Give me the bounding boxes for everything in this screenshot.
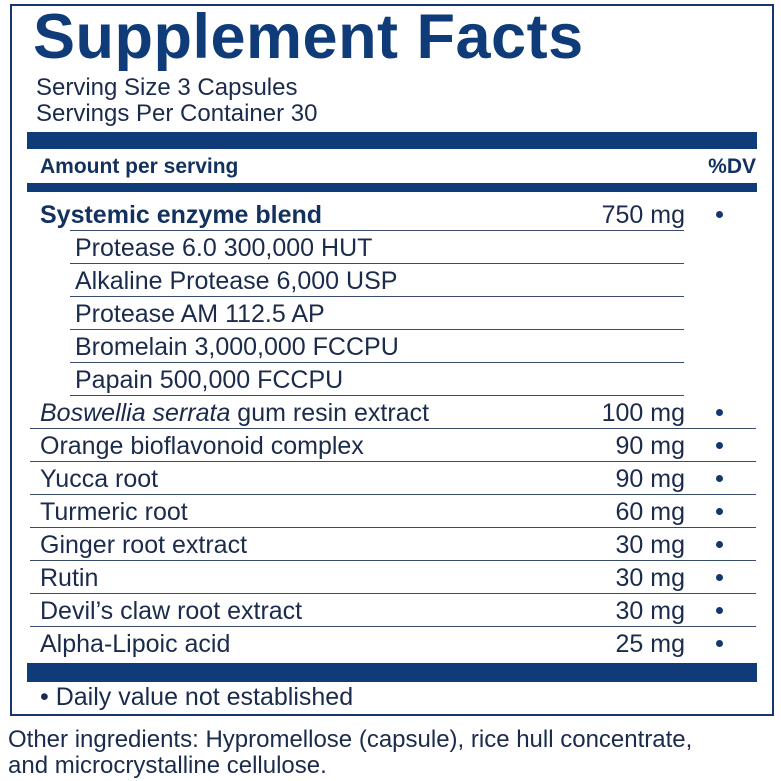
ingredient-row: Rutin 30 mg <box>0 561 781 594</box>
ingredient-amount: 100 mg <box>601 399 685 427</box>
ingredient-row: Boswellia serrata gum resin extract 100 m… <box>0 396 781 429</box>
thick-divider-bottom <box>27 663 757 682</box>
ingredient-row: Systemic enzyme blend 750 mg <box>0 198 781 231</box>
row-divider <box>30 559 756 561</box>
dv-not-established-dot-icon <box>716 475 723 482</box>
row-divider <box>70 394 684 396</box>
ingredient-amount: 90 mg <box>615 465 685 493</box>
ingredient-amount: 25 mg <box>615 630 685 658</box>
ingredient-name: Protease 6.0 300,000 HUT <box>75 234 373 262</box>
ingredient-name: Alkaline Protease 6,000 USP <box>75 267 398 295</box>
dv-not-established-dot-icon <box>716 508 723 515</box>
row-divider <box>70 361 684 363</box>
ingredient-row: Ginger root extract 30 mg <box>0 528 781 561</box>
ingredient-amount: 30 mg <box>615 564 685 592</box>
ingredient-name: Protease AM 112.5 AP <box>75 300 325 328</box>
ingredient-name: Alpha-Lipoic acid <box>40 630 231 658</box>
serving-size: Serving Size 3 Capsules <box>36 74 298 101</box>
thick-divider <box>27 132 757 149</box>
ingredient-row: Protease AM 112.5 AP <box>0 297 781 330</box>
ingredient-name: Yucca root <box>40 465 159 493</box>
dv-not-established-dot-icon <box>716 409 723 416</box>
ingredient-row: Yucca root 90 mg <box>0 462 781 495</box>
row-divider <box>30 460 756 462</box>
ingredient-name-italic: Boswellia serrata <box>40 399 231 427</box>
ingredient-amount: 30 mg <box>615 597 685 625</box>
dv-not-established-dot-icon <box>716 442 723 449</box>
row-divider <box>30 625 756 627</box>
ingredient-name: Ginger root extract <box>40 531 248 559</box>
ingredient-name: Papain 500,000 FCCPU <box>75 366 344 394</box>
footnote: • Daily value not established <box>40 683 354 711</box>
row-divider <box>70 262 684 264</box>
servings-per-container: Servings Per Container 30 <box>36 100 318 127</box>
dv-not-established-dot-icon <box>716 607 723 614</box>
ingredient-amount: 60 mg <box>615 498 685 526</box>
row-divider <box>30 493 756 495</box>
ingredient-row: Devil’s claw root extract 30 mg <box>0 594 781 627</box>
row-divider <box>30 427 756 429</box>
dv-header: %DV <box>708 155 756 178</box>
other-ingredients-line-2: and microcrystalline cellulose. <box>8 752 327 779</box>
ingredient-amount: 30 mg <box>615 531 685 559</box>
ingredient-row: Turmeric root 60 mg <box>0 495 781 528</box>
row-divider <box>70 229 684 231</box>
ingredient-row: Orange bioflavonoid complex 90 mg <box>0 429 781 462</box>
ingredient-name: Boswellia serrata gum resin extract <box>40 399 430 427</box>
row-divider <box>70 295 684 297</box>
ingredient-row: Papain 500,000 FCCPU <box>0 363 781 396</box>
ingredient-row: Alpha-Lipoic acid 25 mg <box>0 627 781 660</box>
ingredient-name: Orange bioflavonoid complex <box>40 432 364 460</box>
dv-not-established-dot-icon <box>716 211 723 218</box>
other-ingredients-line-1: Other ingredients: Hypromellose (capsule… <box>8 726 693 753</box>
ingredient-name: Turmeric root <box>40 498 188 526</box>
dv-not-established-dot-icon <box>716 640 723 647</box>
medium-divider <box>27 183 757 192</box>
dv-not-established-dot-icon <box>716 574 723 581</box>
row-divider <box>30 526 756 528</box>
amount-per-serving-header: Amount per serving <box>40 155 239 178</box>
ingredient-row: Alkaline Protease 6,000 USP <box>0 264 781 297</box>
supplement-facts-panel <box>10 4 774 716</box>
ingredient-name: Devil’s claw root extract <box>40 597 303 625</box>
ingredient-amount: 90 mg <box>615 432 685 460</box>
ingredient-amount: 750 mg <box>601 201 685 229</box>
dv-not-established-dot-icon <box>716 541 723 548</box>
row-divider <box>70 328 684 330</box>
ingredient-name: Systemic enzyme blend <box>40 201 323 229</box>
panel-title: Supplement Facts <box>33 2 584 72</box>
ingredient-row: Bromelain 3,000,000 FCCPU <box>0 330 781 363</box>
row-divider <box>30 592 756 594</box>
ingredient-name: Rutin <box>40 564 99 592</box>
ingredient-name: Bromelain 3,000,000 FCCPU <box>75 333 399 361</box>
ingredient-row: Protease 6.0 300,000 HUT <box>0 231 781 264</box>
